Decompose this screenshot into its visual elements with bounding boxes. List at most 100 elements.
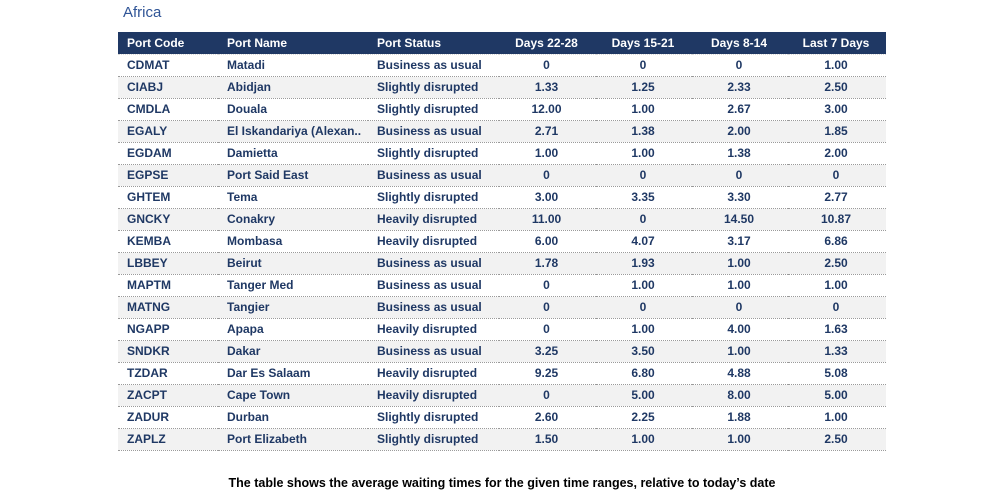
cell-d15: 0 — [596, 54, 692, 77]
cell-d22: 11.00 — [499, 208, 596, 231]
cell-d15: 4.07 — [596, 230, 692, 253]
cell-name: El Iskandariya (Alexan.. — [218, 120, 368, 143]
cell-d7: 5.00 — [788, 384, 886, 407]
cell-name: Dar Es Salaam — [218, 362, 368, 385]
cell-d8: 4.00 — [692, 318, 788, 341]
cell-d15: 0 — [596, 296, 692, 319]
cell-d7: 2.50 — [788, 252, 886, 275]
cell-d8: 0 — [692, 54, 788, 77]
cell-d8: 1.00 — [692, 252, 788, 275]
cell-status: Business as usual — [368, 54, 499, 77]
cell-d7: 2.00 — [788, 142, 886, 165]
cell-d8: 2.67 — [692, 98, 788, 121]
table-row: EGALY El Iskandariya (Alexan.. Business as… — [118, 120, 886, 143]
cell-code: NGAPP — [118, 318, 218, 341]
cell-d22: 0 — [499, 274, 596, 297]
cell-d22: 3.25 — [499, 340, 596, 363]
table-row: EGPSE Port Said East Business as usual 0 0 0 0 — [118, 164, 886, 187]
cell-code: GHTEM — [118, 186, 218, 209]
cell-d22: 2.60 — [499, 406, 596, 429]
table-row: ZADUR Durban Slightly disrupted 2.60 2.25 1.8… — [118, 406, 886, 429]
cell-d15: 1.00 — [596, 274, 692, 297]
table-row: CDMAT Matadi Business as usual 0 0 0 1.00 — [118, 54, 886, 77]
cell-d8: 1.38 — [692, 142, 788, 165]
table-row: CMDLA Douala Slightly disrupted 12.00 1.00 2.… — [118, 98, 886, 121]
column-header-d22: Days 22-28 — [499, 32, 596, 55]
cell-code: MAPTM — [118, 274, 218, 297]
cell-d7: 0 — [788, 296, 886, 319]
cell-status: Slightly disrupted — [368, 428, 499, 451]
cell-code: ZADUR — [118, 406, 218, 429]
cell-name: Conakry — [218, 208, 368, 231]
cell-d15: 1.00 — [596, 98, 692, 121]
cell-d15: 0 — [596, 164, 692, 187]
africa-ports-table: Port Code Port Name Port Status Days 22-28 D… — [118, 32, 886, 451]
cell-status: Business as usual — [368, 274, 499, 297]
cell-name: Matadi — [218, 54, 368, 77]
cell-d8: 0 — [692, 296, 788, 319]
cell-d22: 0 — [499, 384, 596, 407]
column-header-d15: Days 15-21 — [596, 32, 692, 55]
cell-status: Business as usual — [368, 120, 499, 143]
cell-name: Port Said East — [218, 164, 368, 187]
cell-status: Slightly disrupted — [368, 186, 499, 209]
cell-d7: 3.00 — [788, 98, 886, 121]
cell-code: CMDLA — [118, 98, 218, 121]
cell-d22: 0 — [499, 318, 596, 341]
cell-d15: 1.38 — [596, 120, 692, 143]
cell-status: Heavily disrupted — [368, 208, 499, 231]
cell-status: Slightly disrupted — [368, 406, 499, 429]
column-header-status: Port Status — [368, 32, 499, 55]
table-row: MATNG Tangier Business as usual 0 0 0 0 — [118, 296, 886, 319]
cell-status: Business as usual — [368, 296, 499, 319]
cell-d15: 1.00 — [596, 428, 692, 451]
cell-name: Tangier — [218, 296, 368, 319]
cell-code: LBBEY — [118, 252, 218, 275]
table-header-row: Port Code Port Name Port Status Days 22-28 D… — [118, 32, 886, 55]
table-body: CDMAT Matadi Business as usual 0 0 0 1.00 CIABJ… — [118, 54, 886, 451]
cell-status: Slightly disrupted — [368, 142, 499, 165]
cell-status: Business as usual — [368, 164, 499, 187]
table-row: MAPTM Tanger Med Business as usual 0 1.00 1.0… — [118, 274, 886, 297]
cell-code: MATNG — [118, 296, 218, 319]
table-row: KEMBA Mombasa Heavily disrupted 6.00 4.07 3.1… — [118, 230, 886, 253]
cell-d7: 1.85 — [788, 120, 886, 143]
cell-code: CIABJ — [118, 76, 218, 99]
cell-name: Tanger Med — [218, 274, 368, 297]
cell-code: CDMAT — [118, 54, 218, 77]
cell-status: Heavily disrupted — [368, 230, 499, 253]
cell-d15: 1.00 — [596, 318, 692, 341]
cell-d22: 1.33 — [499, 76, 596, 99]
cell-d22: 0 — [499, 164, 596, 187]
table-header: Port Code Port Name Port Status Days 22-28 D… — [118, 32, 886, 55]
cell-d7: 0 — [788, 164, 886, 187]
cell-name: Apapa — [218, 318, 368, 341]
cell-d7: 5.08 — [788, 362, 886, 385]
cell-name: Damietta — [218, 142, 368, 165]
cell-d8: 8.00 — [692, 384, 788, 407]
cell-name: Port Elizabeth — [218, 428, 368, 451]
column-header-name: Port Name — [218, 32, 368, 55]
column-header-d7: Last 7 Days — [788, 32, 886, 55]
column-header-code: Port Code — [118, 32, 218, 55]
cell-d22: 9.25 — [499, 362, 596, 385]
cell-d7: 1.63 — [788, 318, 886, 341]
cell-d8: 3.17 — [692, 230, 788, 253]
cell-name: Durban — [218, 406, 368, 429]
cell-d7: 2.50 — [788, 428, 886, 451]
cell-d7: 6.86 — [788, 230, 886, 253]
table-row: GNCKY Conakry Heavily disrupted 11.00 0 14.50… — [118, 208, 886, 231]
cell-d8: 1.00 — [692, 274, 788, 297]
cell-d15: 5.00 — [596, 384, 692, 407]
cell-d22: 1.78 — [499, 252, 596, 275]
table-row: CIABJ Abidjan Slightly disrupted 1.33 1.25 2.… — [118, 76, 886, 99]
cell-d7: 1.00 — [788, 54, 886, 77]
cell-d15: 3.50 — [596, 340, 692, 363]
cell-code: EGALY — [118, 120, 218, 143]
cell-status: Heavily disrupted — [368, 318, 499, 341]
cell-d8: 2.33 — [692, 76, 788, 99]
cell-d8: 4.88 — [692, 362, 788, 385]
cell-d15: 3.35 — [596, 186, 692, 209]
cell-d7: 2.50 — [788, 76, 886, 99]
